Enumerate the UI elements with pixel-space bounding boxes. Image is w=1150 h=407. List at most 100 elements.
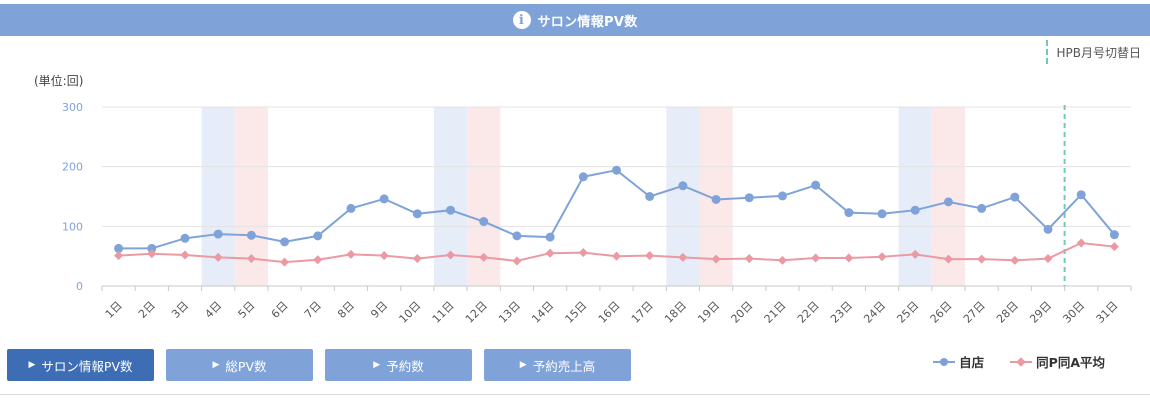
- data-point-average: [877, 252, 887, 262]
- data-point-average: [645, 251, 655, 261]
- info-icon[interactable]: i: [512, 11, 531, 29]
- x-tick-label: 21日: [762, 299, 789, 326]
- data-point-average: [678, 252, 688, 262]
- legend-label-self: 自店: [959, 355, 985, 370]
- chart-header: i サロン情報PV数: [0, 4, 1150, 36]
- y-tick-label: 200: [62, 161, 83, 174]
- data-point-self: [512, 231, 522, 241]
- x-tick-label: 25日: [894, 299, 921, 326]
- x-tick-label: 5日: [236, 299, 258, 321]
- circle-marker-icon: [933, 356, 956, 368]
- data-point-average: [1109, 242, 1119, 252]
- x-tick-label: 29日: [1027, 299, 1054, 326]
- data-point-average: [479, 252, 489, 262]
- data-point-self: [213, 229, 223, 239]
- x-tick-label: 16日: [596, 299, 623, 326]
- data-point-average: [744, 254, 754, 264]
- tab-label: サロン情報PV数: [41, 358, 133, 374]
- y-tick-label: 300: [62, 101, 83, 114]
- data-point-self: [645, 192, 655, 201]
- legend-item-average[interactable]: 同P同A平均: [1010, 352, 1105, 371]
- data-point-self: [1010, 192, 1020, 202]
- x-tick-label: 19日: [695, 299, 722, 326]
- data-point-self: [545, 232, 555, 242]
- data-point-average: [844, 253, 854, 263]
- data-point-average: [777, 255, 787, 265]
- data-point-average: [114, 251, 124, 261]
- data-point-average: [346, 249, 356, 259]
- x-tick-label: 11日: [430, 299, 457, 326]
- unit-label: (単位:回): [34, 74, 84, 88]
- x-tick-label: 4日: [202, 299, 224, 321]
- tab-reservations[interactable]: ▶ 予約数: [325, 349, 472, 381]
- hpb-switch-legend: HPB月号切替日: [1045, 40, 1142, 64]
- data-point-self: [412, 209, 422, 219]
- x-tick-label: 14日: [529, 299, 556, 326]
- x-tick-label: 2日: [136, 299, 158, 321]
- data-point-average: [280, 257, 290, 267]
- triangle-right-icon: ▶: [28, 360, 36, 370]
- data-point-average: [512, 256, 522, 266]
- chart-title: サロン情報PV数: [537, 14, 638, 30]
- x-tick-label: 7日: [302, 299, 324, 321]
- data-point-self: [910, 205, 920, 215]
- x-tick-label: 28日: [994, 299, 1021, 326]
- data-point-self: [844, 208, 854, 218]
- data-point-average: [379, 251, 389, 261]
- triangle-right-icon: ▶: [212, 360, 220, 370]
- data-point-average: [545, 248, 555, 258]
- x-tick-label: 3日: [169, 299, 191, 321]
- x-tick-label: 22日: [795, 299, 822, 326]
- data-point-self: [811, 180, 821, 190]
- data-point-self: [446, 205, 456, 215]
- data-point-average: [1043, 254, 1053, 264]
- y-tick-label: 100: [62, 220, 83, 233]
- x-tick-label: 31日: [1094, 299, 1121, 326]
- shaded-day-band: [898, 107, 932, 286]
- data-point-self: [578, 172, 588, 182]
- x-tick-label: 30日: [1060, 299, 1087, 326]
- x-tick-label: 9日: [368, 299, 390, 321]
- x-tick-label: 15日: [563, 299, 590, 326]
- legend-item-self[interactable]: 自店: [933, 352, 984, 371]
- tab-reservation-sales[interactable]: ▶ 予約売上高: [484, 349, 631, 381]
- legend-label-average: 同P同A平均: [1036, 355, 1105, 370]
- data-point-self: [744, 193, 754, 203]
- data-point-self: [246, 230, 256, 240]
- data-point-average: [977, 254, 987, 264]
- triangle-right-icon: ▶: [373, 360, 381, 370]
- bottom-divider: [0, 394, 1150, 395]
- triangle-right-icon: ▶: [519, 360, 527, 370]
- data-point-average: [1010, 255, 1020, 265]
- data-point-self: [943, 197, 953, 207]
- tab-label: 予約売上高: [532, 358, 596, 374]
- data-point-self: [877, 209, 887, 219]
- x-tick-label: 18日: [662, 299, 689, 326]
- tab-label: 予約数: [386, 358, 424, 374]
- tab-label: 総PV数: [225, 358, 267, 374]
- diamond-marker-icon: [1010, 356, 1033, 368]
- data-point-average: [147, 249, 157, 259]
- x-tick-label: 24日: [861, 299, 888, 326]
- x-tick-label: 20日: [729, 299, 756, 326]
- data-point-self: [612, 165, 621, 175]
- tab-total-pv[interactable]: ▶ 総PV数: [166, 349, 313, 381]
- data-point-average: [1076, 238, 1086, 248]
- data-point-average: [313, 255, 323, 265]
- x-tick-label: 26日: [928, 299, 955, 326]
- data-point-average: [611, 251, 622, 261]
- data-point-self: [180, 233, 190, 243]
- x-tick-label: 8日: [335, 299, 357, 321]
- data-point-average: [811, 253, 821, 263]
- tab-salon-info-pv[interactable]: ▶ サロン情報PV数: [7, 349, 154, 381]
- data-point-average: [578, 248, 588, 258]
- data-point-average: [446, 250, 456, 260]
- hpb-switch-label: HPB月号切替日: [1056, 45, 1142, 60]
- data-point-self: [313, 231, 323, 241]
- data-point-self: [379, 194, 389, 204]
- y-tick-label: 0: [76, 280, 83, 293]
- data-point-self: [711, 194, 721, 204]
- data-point-self: [977, 203, 987, 213]
- data-point-average: [412, 254, 422, 264]
- data-point-average: [180, 250, 190, 260]
